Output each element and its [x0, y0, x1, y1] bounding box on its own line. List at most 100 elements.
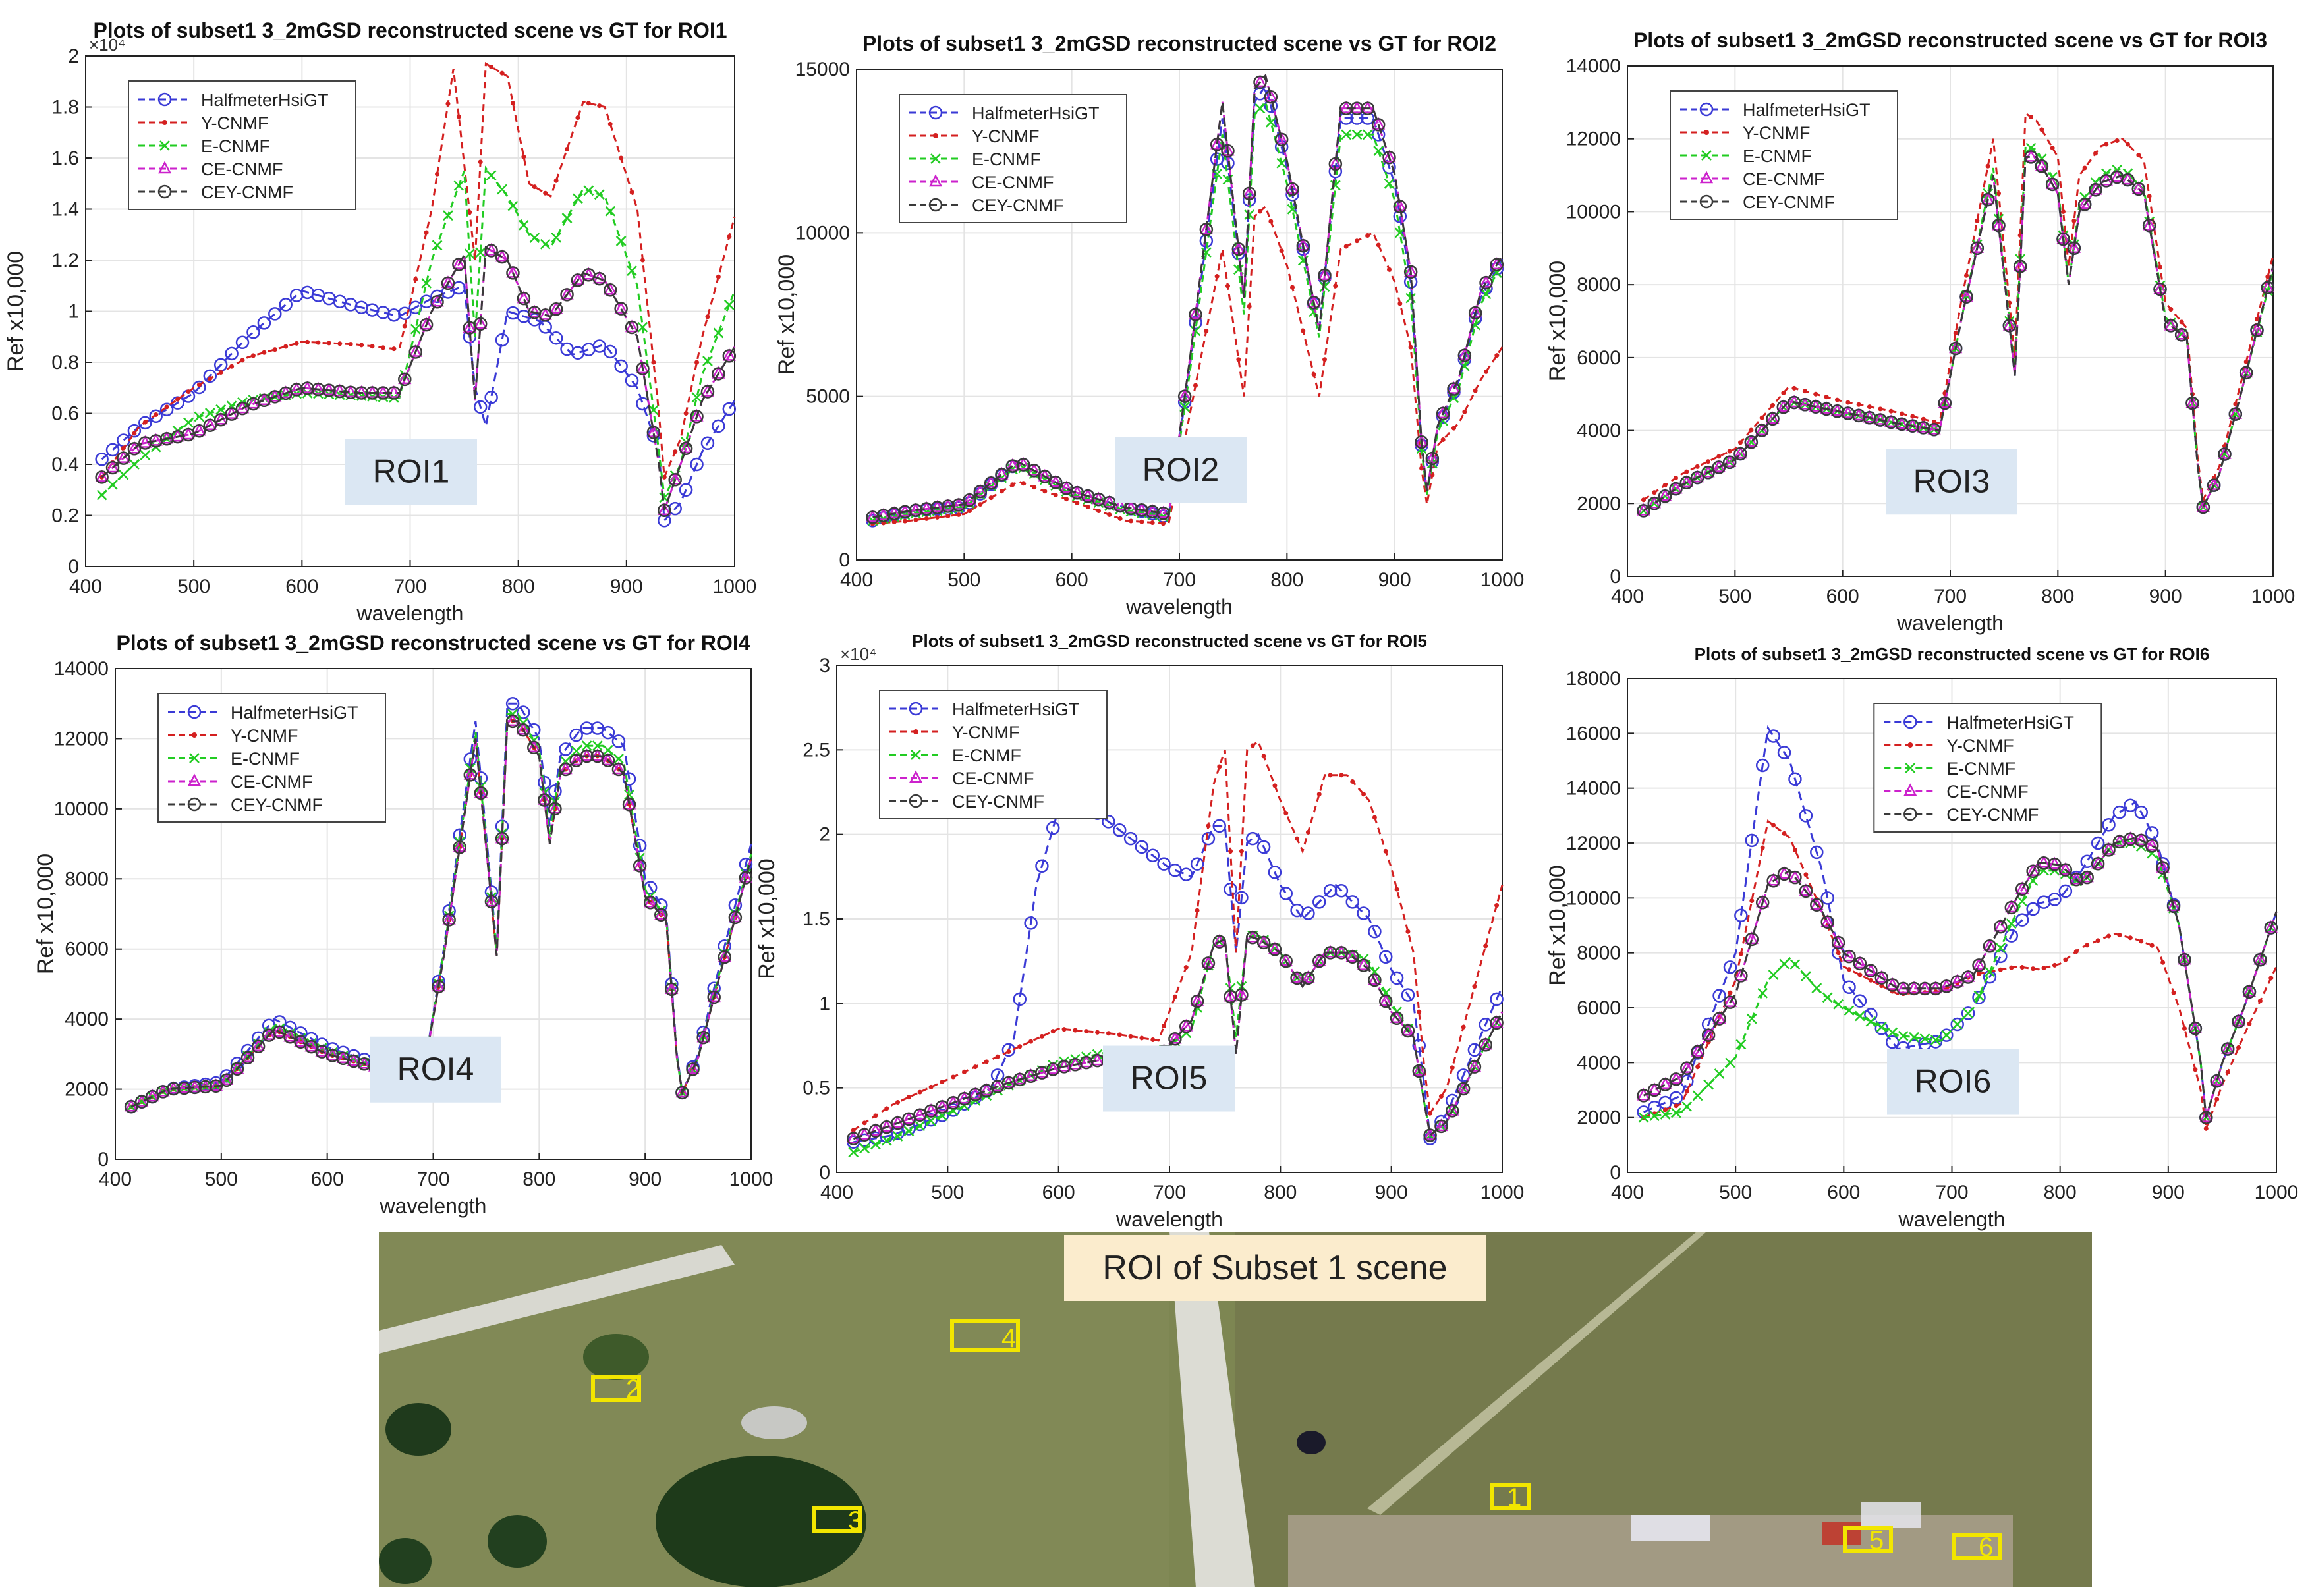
y-tick-label: 16000 — [1566, 723, 1621, 744]
y-tick-label: 12000 — [1566, 833, 1621, 854]
data-point — [1285, 182, 1299, 196]
data-point — [2035, 159, 2049, 173]
data-point — [1992, 218, 2006, 233]
data-point — [105, 443, 120, 457]
data-point — [1161, 521, 1166, 526]
data-point — [1777, 746, 1791, 759]
data-point — [1472, 984, 1477, 989]
data-point — [1102, 495, 1116, 508]
data-point — [146, 1089, 159, 1104]
data-point — [2026, 864, 2040, 878]
data-point — [1831, 935, 1845, 950]
x-tick-label: 500 — [947, 569, 980, 591]
data-point — [622, 772, 636, 786]
data-point — [1390, 1010, 1404, 1024]
data-point — [1479, 1037, 1492, 1052]
data-point — [452, 258, 466, 271]
data-point — [1279, 954, 1293, 968]
legend-marker — [187, 773, 202, 786]
data-point — [2166, 899, 2181, 914]
data-point — [967, 509, 972, 513]
data-point — [2019, 965, 2025, 970]
data-point — [1016, 458, 1030, 472]
data-point — [633, 859, 647, 873]
data-point — [2149, 943, 2155, 948]
data-point — [1296, 238, 1310, 253]
data-point — [2268, 976, 2274, 981]
data-point — [1146, 504, 1160, 516]
data-point — [495, 250, 509, 264]
data-point — [1691, 1045, 1704, 1059]
data-point — [1723, 960, 1737, 974]
data-point — [1766, 412, 1780, 426]
data-point — [1684, 1089, 1689, 1094]
data-point — [1662, 483, 1668, 488]
data-point — [1113, 823, 1127, 837]
data-point — [1788, 772, 1802, 786]
data-point — [1085, 505, 1090, 510]
data-point — [1382, 150, 1396, 165]
data-point — [1745, 931, 1759, 945]
x-tick-label: 600 — [1826, 586, 1859, 607]
y-tick-label: 4000 — [1577, 420, 1621, 442]
data-point — [473, 317, 488, 331]
data-point — [1417, 1009, 1422, 1014]
data-point — [1212, 819, 1226, 833]
data-point — [935, 1099, 949, 1112]
y-tick-label: 14000 — [54, 658, 109, 680]
data-point — [1372, 117, 1386, 130]
data-point — [1766, 729, 1780, 743]
data-point — [559, 742, 573, 756]
data-point — [365, 386, 380, 400]
data-point — [973, 483, 987, 497]
data-point — [1301, 970, 1315, 983]
x-tick-label: 500 — [1719, 1182, 1752, 1203]
data-point — [1172, 994, 1177, 999]
data-point — [1201, 956, 1216, 970]
data-point — [1950, 1017, 1964, 1032]
data-point — [1403, 265, 1418, 279]
data-point — [2211, 1076, 2222, 1086]
x-tick-label: 400 — [69, 576, 102, 597]
legend: HalfmeterHsiGT Y-CNMF E-CNMF CE-CNMF CEY-CNM… — [879, 690, 1108, 819]
data-point — [930, 501, 944, 514]
x-tick-label: 400 — [99, 1169, 132, 1190]
data-point — [614, 302, 628, 316]
legend-box — [1873, 703, 2102, 833]
data-point — [739, 871, 753, 885]
data-point — [990, 1078, 1005, 1091]
data-point — [1312, 954, 1326, 968]
data-point — [1853, 956, 1867, 971]
data-point — [1879, 983, 1884, 989]
data-point — [1930, 1035, 1941, 1045]
data-point — [1265, 117, 1276, 128]
data-point — [1135, 840, 1149, 854]
data-point — [453, 840, 466, 854]
series-cey-cnmf — [1637, 150, 2275, 518]
y-tick-label: 0 — [68, 556, 79, 578]
data-point — [1177, 389, 1192, 403]
y-tick-label: 3 — [819, 655, 830, 676]
data-point — [1468, 306, 1482, 320]
data-point — [1844, 1005, 1855, 1016]
data-point — [2013, 260, 2027, 273]
scene-building — [1631, 1515, 1710, 1541]
data-point — [149, 409, 163, 424]
legend-label: E-CNMF — [201, 136, 270, 156]
data-point — [1961, 1006, 1975, 1020]
data-point — [1017, 1044, 1023, 1049]
data-point — [1759, 415, 1764, 420]
legend-marker — [192, 732, 197, 738]
x-tick-label: 800 — [2041, 586, 2074, 607]
data-point — [2247, 1021, 2252, 1026]
legend-label: E-CNMF — [1743, 146, 1812, 166]
data-point — [1886, 416, 1897, 427]
data-point — [1084, 1029, 1089, 1034]
data-point — [549, 331, 563, 345]
x-tick-label: 800 — [1270, 569, 1303, 591]
data-point — [1738, 440, 1743, 445]
data-point — [198, 1080, 212, 1094]
data-point — [159, 402, 174, 416]
data-point — [2078, 196, 2092, 209]
data-point — [2243, 359, 2249, 364]
